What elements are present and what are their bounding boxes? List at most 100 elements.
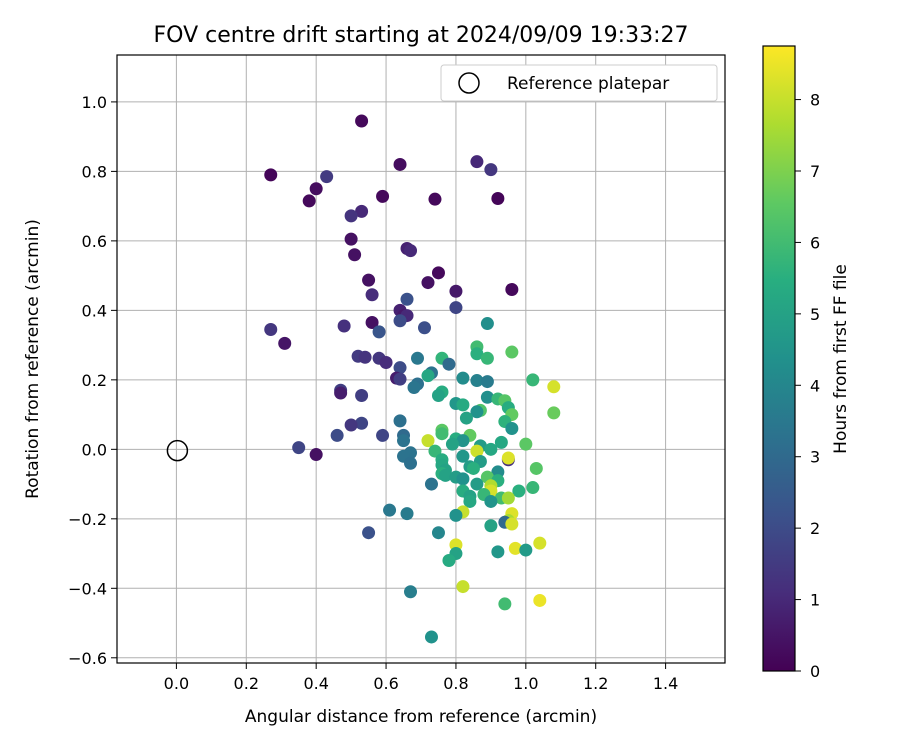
data-point: [400, 507, 414, 521]
colorbar: 0 1 2 3 4 5 6 7 8 Hours from first FF file: [762, 45, 851, 681]
data-point: [393, 361, 407, 375]
data-point: [470, 405, 484, 419]
x-tick-label: 0.8: [443, 674, 468, 693]
legend-label: Reference platepar: [507, 74, 669, 94]
data-point: [421, 369, 435, 383]
data-point: [379, 355, 393, 369]
data-point: [309, 182, 323, 196]
data-point: [547, 380, 561, 394]
data-point: [344, 232, 358, 246]
data-point: [498, 597, 512, 611]
y-tick-label: 0.6: [82, 232, 107, 251]
data-point: [484, 163, 498, 177]
data-point: [456, 580, 470, 594]
data-point: [526, 481, 540, 495]
data-point: [344, 209, 358, 223]
data-point: [355, 388, 369, 402]
data-point: [519, 543, 533, 557]
data-point: [348, 248, 362, 262]
data-point: [456, 371, 470, 385]
data-point: [362, 273, 376, 287]
data-point: [449, 508, 463, 522]
data-point: [508, 541, 522, 555]
legend: Reference platepar: [440, 64, 718, 102]
data-point: [365, 288, 379, 302]
data-point: [456, 472, 470, 486]
data-point: [362, 526, 376, 540]
data-point: [337, 319, 351, 333]
data-point: [358, 350, 372, 364]
data-point: [459, 411, 473, 425]
data-point: [404, 585, 418, 599]
data-point: [512, 484, 526, 498]
data-point: [400, 292, 414, 306]
data-point: [449, 284, 463, 298]
x-tick-label: 0.4: [303, 674, 328, 693]
data-point: [466, 461, 480, 475]
colorbar-tick-label: 6: [810, 233, 820, 252]
colorbar-tick-label: 7: [810, 162, 820, 181]
data-point: [494, 435, 508, 449]
y-tick-label: −0.4: [68, 579, 107, 598]
data-point: [533, 536, 547, 550]
data-point: [397, 434, 411, 448]
colorbar-tick-label: 4: [810, 376, 820, 395]
data-point: [470, 155, 484, 169]
data-point: [519, 437, 533, 451]
y-tick-label: 0.0: [82, 440, 107, 459]
data-point: [407, 380, 421, 394]
colorbar-frame: [762, 45, 796, 672]
x-axis-ticks: 0.0 0.2 0.4 0.6 0.8 1.0 1.2 1.4: [164, 663, 678, 693]
data-point: [505, 517, 519, 531]
x-axis-label: Angular distance from reference (arcmin): [245, 707, 597, 727]
data-point: [330, 428, 344, 442]
colorbar-tick-label: 2: [810, 519, 820, 538]
data-point: [491, 545, 505, 559]
data-point: [431, 266, 445, 280]
data-point: [424, 477, 438, 491]
data-point: [470, 444, 484, 458]
x-tick-label: 0.2: [234, 674, 259, 693]
data-point: [344, 418, 358, 432]
data-point: [470, 374, 484, 388]
data-point: [470, 477, 484, 491]
y-axis-ticks: −0.6 −0.4 −0.2 0.0 0.2 0.4 0.6 0.8 1.0: [68, 93, 117, 668]
data-point: [480, 317, 494, 331]
x-tick-label: 1.2: [583, 674, 608, 693]
data-point: [463, 494, 477, 508]
data-point: [529, 461, 543, 475]
data-point: [431, 388, 445, 402]
data-point: [533, 593, 547, 607]
data-point: [264, 322, 278, 336]
data-point: [456, 449, 470, 463]
reference-point-marker: [166, 439, 189, 462]
data-point: [505, 345, 519, 359]
y-tick-label: −0.2: [68, 510, 107, 529]
data-point: [442, 554, 456, 568]
data-point: [501, 491, 515, 505]
data-point: [424, 630, 438, 644]
colorbar-tick-label: 0: [810, 662, 820, 681]
data-point: [383, 503, 397, 517]
data-point: [480, 390, 494, 404]
x-tick-label: 0.6: [373, 674, 398, 693]
data-point: [355, 204, 369, 218]
data-point: [393, 157, 407, 171]
data-point: [491, 191, 505, 205]
data-point: [404, 244, 418, 258]
data-point: [442, 357, 456, 371]
data-point: [526, 373, 540, 387]
data-point: [411, 351, 425, 365]
data-point: [449, 301, 463, 315]
data-point: [302, 194, 316, 208]
data-point: [376, 428, 390, 442]
y-tick-label: 0.2: [82, 371, 107, 390]
colorbar-ticks: 0 1 2 3 4 5 6 7 8: [795, 91, 820, 681]
y-tick-label: −0.6: [68, 649, 107, 668]
colorbar-tick-label: 8: [810, 91, 820, 110]
colorbar-tick-label: 1: [810, 591, 820, 610]
colorbar-label: Hours from first FF file: [831, 264, 851, 454]
data-point: [309, 448, 323, 462]
data-point: [404, 456, 418, 470]
